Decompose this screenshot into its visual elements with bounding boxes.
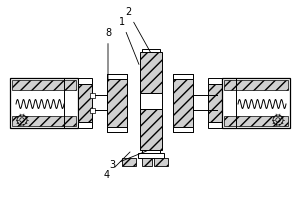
Bar [12,80,76,90]
Bar [90,93,95,98]
Bar [107,74,127,132]
Bar [142,158,152,166]
Bar [173,127,193,132]
Bar [173,74,193,79]
Bar [140,109,162,150]
Bar [122,158,136,166]
Bar [173,74,193,132]
Bar [154,158,168,166]
Text: 4: 4 [104,152,130,180]
Text: 8: 8 [105,28,111,79]
Bar [224,116,288,126]
Text: 2: 2 [125,7,151,53]
Bar [142,150,160,153]
Bar [140,93,162,109]
Bar [90,108,95,113]
Bar [208,84,222,122]
Bar [208,122,222,128]
Bar [212,93,217,98]
Text: 3: 3 [109,151,146,170]
Bar [10,78,78,128]
Bar [78,78,92,84]
Text: 1: 1 [119,17,139,64]
Bar [212,108,217,113]
Bar [224,80,288,90]
Bar [222,78,290,128]
Bar [78,122,92,128]
Bar [208,78,222,84]
Bar [138,153,164,158]
Bar [140,52,162,93]
Bar [78,84,92,122]
Bar [142,49,160,52]
Bar [12,116,76,126]
Bar [107,74,127,79]
Bar [107,127,127,132]
